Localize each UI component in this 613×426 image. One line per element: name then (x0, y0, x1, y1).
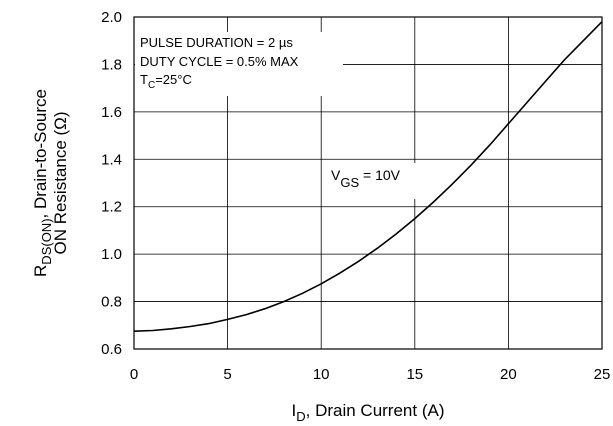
y-axis-label-line2: ON Resistance (Ω) (51, 111, 70, 254)
annotation-box (135, 32, 343, 96)
x-axis-label-rest: , Drain Current (A) (306, 401, 445, 420)
plot-frame (133, 16, 603, 350)
y-tick-label-3: 1.2 (101, 199, 122, 216)
y-tick-label-1: 0.8 (101, 294, 122, 311)
series-label-main: V (331, 167, 341, 183)
y-tick-label-4: 1.4 (101, 151, 122, 168)
series-line-vgs-10v (133, 21, 603, 332)
y-tick-label-2: 1.0 (101, 246, 122, 263)
annotation-temperature: TC=25°C (140, 72, 192, 91)
x-tick-label-5: 25 (594, 366, 611, 383)
x-tick-label-0: 0 (130, 366, 138, 383)
y-tick-labels: 0.6 0.8 1.0 1.2 1.4 1.6 1.8 2.0 (101, 9, 122, 358)
x-tick-label-4: 20 (500, 366, 517, 383)
series-label-rest: = 10V (359, 167, 401, 183)
x-axis-label-main: I (292, 401, 297, 420)
x-tick-labels: 0 5 10 15 20 25 (130, 366, 611, 383)
y-axis-label-line1: RDS(ON), Drain-to-Source (31, 89, 54, 277)
y-axis-label-rest: , Drain-to-Source (31, 89, 50, 218)
x-tick-label-2: 10 (313, 366, 330, 383)
annotation-temperature-rest: =25°C (155, 72, 192, 87)
series-label-box (325, 163, 419, 199)
x-axis-label-sub: D (296, 409, 305, 424)
annotation-pulse-duration: PULSE DURATION = 2 µs (140, 35, 293, 50)
series-label-sub: GS (340, 175, 359, 190)
y-tick-label-5: 1.6 (101, 104, 122, 121)
annotation-temperature-sub: C (148, 80, 155, 91)
x-tick-label-3: 15 (406, 366, 423, 383)
y-tick-label-7: 2.0 (101, 9, 122, 26)
x-axis-label: ID, Drain Current (A) (292, 401, 445, 424)
y-tick-label-0: 0.6 (101, 341, 122, 358)
y-axis-label-sub: DS(ON) (39, 218, 54, 264)
annotation-temperature-main: T (140, 72, 148, 87)
annotation-duty-cycle: DUTY CYCLE = 0.5% MAX (140, 54, 299, 69)
y-axis-label-main: R (31, 265, 50, 277)
series-label-vgs: VGS = 10V (331, 167, 401, 190)
x-tick-label-1: 5 (223, 366, 231, 383)
y-axis-label: RDS(ON), Drain-to-Source ON Resistance (… (31, 89, 70, 277)
y-tick-label-6: 1.8 (101, 56, 122, 73)
